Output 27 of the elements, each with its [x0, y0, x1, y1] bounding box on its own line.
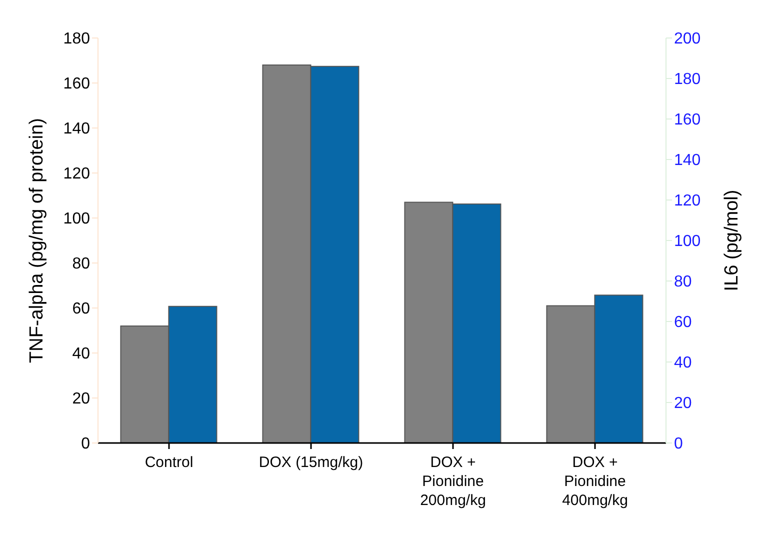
x-tick-label: DOX + Pionidine 200mg/kg [420, 454, 486, 509]
y2-tick-label: 100 [674, 233, 701, 250]
y-tick-label: 180 [63, 30, 90, 48]
y-tick-label: 100 [63, 210, 90, 228]
y2-axis-title: IL6 (pg/mol) [722, 190, 743, 292]
y-tick-label: 60 [72, 300, 90, 318]
y2-tick-label: 160 [674, 112, 701, 129]
y-tick-label: 160 [63, 76, 90, 93]
y2-tick-label: 200 [674, 30, 701, 48]
y-tick-label: 120 [63, 166, 90, 183]
y-tick-label: 140 [63, 120, 90, 138]
x-tick-label: DOX (15mg/kg) [258, 454, 364, 471]
y2-tick-label: 180 [674, 71, 701, 88]
x-tick-label: DOX + Pionidine 400mg/kg [562, 454, 628, 509]
y-tick-label: 0 [81, 436, 90, 453]
y-axis-title: TNF-alpha (pg/mg of protein) [26, 118, 48, 363]
y-tick-label: 40 [72, 346, 90, 363]
y-tick-label: 20 [72, 390, 90, 408]
y2-tick-label: 40 [674, 354, 692, 372]
y2-tick-label: 80 [674, 274, 692, 291]
y2-tick-label: 120 [674, 192, 701, 210]
y2-tick-label: 60 [674, 314, 692, 332]
x-tick-label: Control [144, 454, 194, 471]
y-tick-label: 80 [72, 256, 90, 273]
y2-tick-label: 20 [674, 395, 692, 412]
y2-tick-label: 0 [674, 436, 683, 453]
y2-tick-label: 140 [674, 152, 701, 170]
